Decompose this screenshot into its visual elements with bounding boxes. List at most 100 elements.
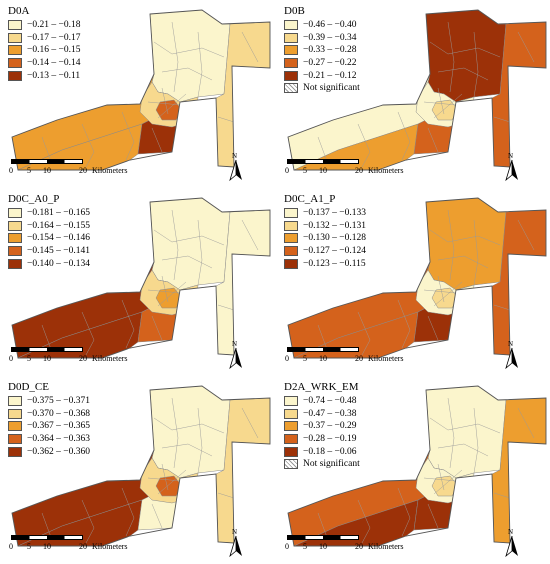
panel-title: D0B	[284, 5, 305, 17]
legend-swatch	[284, 32, 298, 43]
legend-entry: −0.27 – −0.22	[284, 57, 360, 70]
legend-label: −0.132 – −0.131	[303, 220, 366, 231]
legend-label: −0.362 – −0.360	[27, 446, 90, 457]
legend-swatch	[284, 208, 298, 219]
region-center	[155, 475, 183, 497]
legend-label: Not significant	[303, 83, 360, 94]
scale-tick: 5	[27, 354, 31, 363]
legend-entry: Not significant	[284, 82, 360, 95]
scale-tick: 20	[355, 354, 363, 363]
legend-label: −0.181 – −0.165	[27, 208, 90, 219]
legend-label: −0.13 – −0.11	[27, 70, 81, 81]
legend: −0.375 – −0.371 −0.370 – −0.368 −0.367 – −…	[8, 395, 90, 458]
legend-swatch	[284, 58, 298, 69]
legend-label: −0.16 – −0.15	[27, 45, 81, 56]
legend-entry: −0.132 – −0.131	[284, 220, 366, 233]
legend-label: −0.140 – −0.134	[27, 258, 90, 269]
legend-label: −0.27 – −0.22	[303, 58, 357, 69]
legend-label: −0.18 – −0.06	[303, 446, 357, 457]
legend-entry: −0.140 – −0.134	[8, 257, 90, 270]
scale-unit: Kilometers	[92, 354, 128, 363]
legend-entry: −0.367 – −0.365	[8, 420, 90, 433]
legend-label: −0.164 – −0.155	[27, 220, 90, 231]
scale-tick: 10	[43, 166, 51, 175]
region-center	[155, 287, 183, 309]
legend-label: −0.28 – −0.19	[303, 434, 357, 445]
map-graphic	[287, 9, 547, 171]
county-outline	[287, 9, 547, 171]
legend-entry: Not significant	[284, 458, 360, 471]
legend-swatch	[284, 258, 298, 269]
legend-label: −0.21 – −0.18	[27, 20, 81, 31]
legend-entry: −0.74 – −0.48	[284, 395, 360, 408]
scale-bar: 0 5 10 20 Kilometers	[284, 533, 424, 559]
scale-tick: 5	[303, 166, 307, 175]
legend-swatch	[8, 446, 22, 457]
legend-label: −0.370 – −0.368	[27, 408, 90, 419]
region-center	[431, 99, 459, 121]
legend-entry: −0.164 – −0.155	[8, 220, 90, 233]
legend-swatch	[8, 258, 22, 269]
scale-unit: Kilometers	[368, 542, 404, 551]
scale-unit: Kilometers	[368, 166, 404, 175]
legend-label: Not significant	[303, 459, 360, 470]
legend-swatch	[284, 246, 298, 257]
legend-entry: −0.145 – −0.141	[8, 245, 90, 258]
legend-label: −0.33 – −0.28	[303, 45, 357, 56]
scale-tick: 5	[303, 542, 307, 551]
panel-title: D0A	[8, 5, 30, 17]
scale-tick: 0	[285, 354, 289, 363]
county-outline	[287, 385, 547, 547]
legend-entry: −0.39 – −0.34	[284, 32, 360, 45]
scale-tick: 10	[43, 542, 51, 551]
scale-tick: 0	[9, 166, 13, 175]
legend-entry: −0.28 – −0.19	[284, 433, 360, 446]
legend-swatch	[8, 396, 22, 407]
scale-tick: 20	[355, 166, 363, 175]
scale-bar: 0 5 10 20 Kilometers	[8, 533, 148, 559]
north-arrow-icon: N	[228, 340, 244, 370]
legend-swatch	[8, 45, 22, 56]
legend-swatch	[8, 20, 22, 31]
scale-unit: Kilometers	[92, 542, 128, 551]
legend-label: −0.17 – −0.17	[27, 32, 81, 43]
map-panel-d0d-ce: D0D_CE −0.375 – −0.371 −0.370 – −0.368 −0.3…	[2, 378, 274, 564]
legend: −0.181 – −0.165 −0.164 – −0.155 −0.154 – −…	[8, 207, 90, 270]
legend-swatch	[284, 83, 298, 94]
legend-label: −0.137 – −0.133	[303, 208, 366, 219]
legend-label: −0.74 – −0.48	[303, 396, 357, 407]
legend-entry: −0.370 – −0.368	[8, 408, 90, 421]
legend: −0.74 – −0.48 −0.47 – −0.38 −0.37 – −0.29 −…	[284, 395, 360, 471]
legend-entry: −0.17 – −0.17	[8, 32, 80, 45]
legend-swatch	[284, 20, 298, 31]
map-panel-d2a-wrk-em: D2A_WRK_EM −0.74 – −0.48 −0.47 – −0.38 −0.3…	[278, 378, 550, 564]
legend-label: −0.154 – −0.146	[27, 233, 90, 244]
county-outline	[11, 385, 271, 547]
scale-tick: 0	[285, 542, 289, 551]
scale-tick: 10	[319, 166, 327, 175]
legend-entry: −0.137 – −0.133	[284, 207, 366, 220]
county-outline	[11, 197, 271, 359]
legend-label: −0.39 – −0.34	[303, 32, 357, 43]
legend-swatch	[284, 70, 298, 81]
region-center	[431, 475, 459, 497]
region-center	[431, 287, 459, 309]
scale-tick: 5	[27, 166, 31, 175]
legend-entry: −0.46 – −0.40	[284, 19, 360, 32]
map-panel-d0c-a1-p: D0C_A1_P −0.137 – −0.133 −0.132 – −0.131 −0…	[278, 190, 550, 376]
legend-swatch	[8, 408, 22, 419]
legend-label: −0.145 – −0.141	[27, 246, 90, 257]
legend-label: −0.127 – −0.124	[303, 246, 366, 257]
legend-entry: −0.362 – −0.360	[8, 445, 90, 458]
scale-bar: 0 5 10 20 Kilometers	[8, 157, 148, 183]
panel-title: D0D_CE	[8, 381, 49, 393]
scale-tick: 0	[285, 166, 289, 175]
legend-label: −0.14 – −0.14	[27, 58, 81, 69]
map-panel-d0a: D0A −0.21 – −0.18 −0.17 – −0.17 −0.16 – −0.…	[2, 2, 274, 188]
legend: −0.137 – −0.133 −0.132 – −0.131 −0.130 – −…	[284, 207, 366, 270]
legend: −0.46 – −0.40 −0.39 – −0.34 −0.33 – −0.28 −…	[284, 19, 360, 95]
map-graphic	[287, 385, 547, 547]
legend-swatch	[284, 421, 298, 432]
legend-entry: −0.16 – −0.15	[8, 44, 80, 57]
legend-entry: −0.13 – −0.11	[8, 69, 80, 82]
